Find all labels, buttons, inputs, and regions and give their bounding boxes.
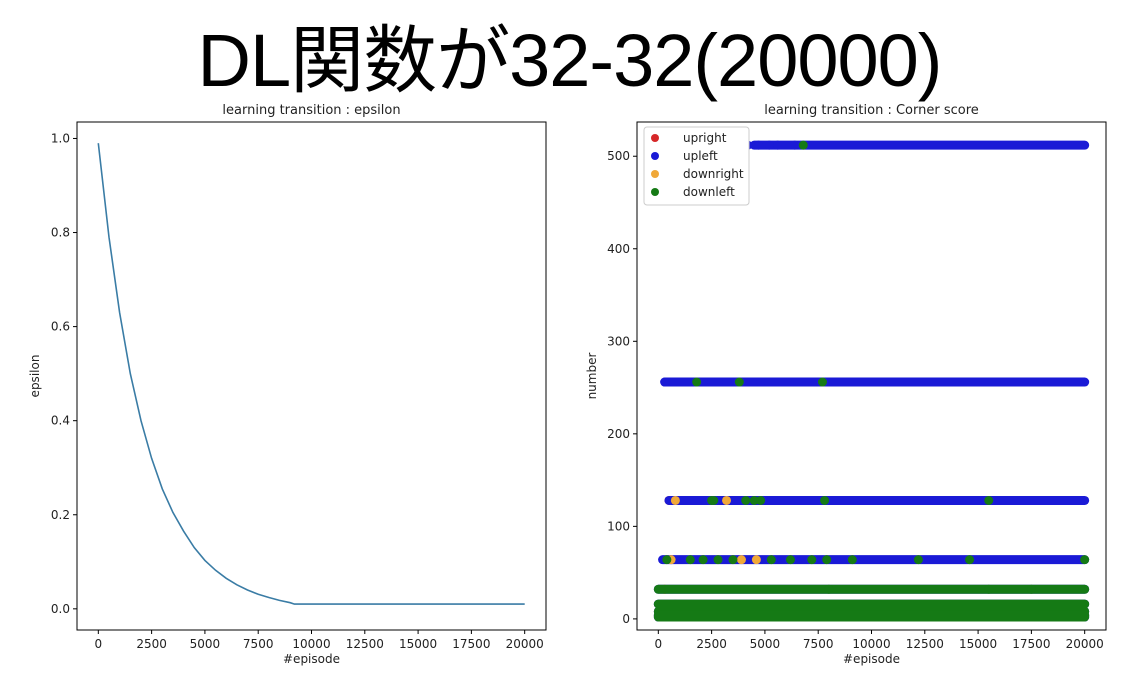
scatter-point-downleft xyxy=(713,555,723,565)
scatter-point-upleft xyxy=(707,377,717,387)
scatter-point-upleft xyxy=(745,377,755,387)
scatter-point-upleft xyxy=(756,377,766,387)
x-tick-label: 12500 xyxy=(906,637,944,651)
x-tick-label: 20000 xyxy=(506,637,544,651)
x-tick-label: 7500 xyxy=(243,637,274,651)
x-tick-label: 12500 xyxy=(346,637,384,651)
y-tick-label: 300 xyxy=(607,334,630,348)
scatter-point-upleft xyxy=(668,377,678,387)
scatter-point-downleft xyxy=(820,495,830,505)
y-axis-label: number xyxy=(585,353,599,400)
scatter-point-downleft xyxy=(692,377,702,387)
x-tick-label: 10000 xyxy=(292,637,330,651)
legend-label-downright: downright xyxy=(683,167,744,181)
scatter-point-downleft xyxy=(709,495,719,505)
plot-area xyxy=(97,143,525,605)
legend-marker-downleft xyxy=(651,188,659,196)
legend-label-upleft: upleft xyxy=(683,149,718,163)
x-tick-label: 15000 xyxy=(399,637,437,651)
scatter-point-downleft xyxy=(807,555,817,565)
y-tick-label: 0.0 xyxy=(51,602,70,616)
x-axis-label: #episode xyxy=(283,652,340,666)
corner-score-chart: learning transition : Corner score 0 2500 5… xyxy=(585,103,1107,666)
epsilon-chart: learning transition : epsilon 0 2500 5000 75… xyxy=(28,103,547,666)
chart-title: learning transition : epsilon xyxy=(222,103,400,118)
scatter-point-downleft xyxy=(984,584,994,594)
x-tick-label: 20000 xyxy=(1066,637,1104,651)
x-tick-label: 2500 xyxy=(136,637,167,651)
scatter-point-downleft xyxy=(766,555,776,565)
scatter-point-downright xyxy=(736,555,746,565)
scatter-point-downleft xyxy=(1026,584,1036,594)
scatter-point-downleft xyxy=(685,555,695,565)
scatter-point-upleft xyxy=(764,140,774,150)
x-axis-label: #episode xyxy=(843,652,900,666)
x-tick-label: 15000 xyxy=(959,637,997,651)
scatter-point-upleft xyxy=(754,140,764,150)
scatter-point-downleft xyxy=(728,555,738,565)
scatter-point-downright xyxy=(722,495,732,505)
scatter-point-downleft xyxy=(984,495,994,505)
scatter-point-downleft xyxy=(698,555,708,565)
x-tick-label: 17500 xyxy=(1012,637,1050,651)
y-tick-label: 100 xyxy=(607,519,630,533)
legend-marker-downright xyxy=(651,170,659,178)
x-tick-label: 17500 xyxy=(452,637,490,651)
scatter-point-downleft xyxy=(1080,555,1090,565)
scatter-point-downleft xyxy=(965,555,975,565)
legend-label-upright: upright xyxy=(683,131,727,145)
scatter-point-downleft xyxy=(913,555,923,565)
scatter-point-downleft xyxy=(662,555,672,565)
y-tick-label: 1.0 xyxy=(51,131,70,145)
x-tick-label: 2500 xyxy=(696,637,727,651)
plot-area xyxy=(653,140,1090,622)
y-tick-label: 0.8 xyxy=(51,226,70,240)
series-line xyxy=(97,143,525,605)
scatter-point-downleft xyxy=(785,555,795,565)
scatter-point-downleft xyxy=(822,555,832,565)
y-tick-label: 400 xyxy=(607,242,630,256)
chart-title: learning transition : Corner score xyxy=(764,103,979,118)
x-tick-label: 7500 xyxy=(803,637,834,651)
plot-frame xyxy=(76,121,547,631)
y-tick-label: 0.2 xyxy=(51,508,70,522)
legend-marker-upright xyxy=(651,134,659,142)
y-tick-label: 200 xyxy=(607,427,630,441)
scatter-point-downleft xyxy=(798,140,808,150)
y-tick-label: 0 xyxy=(622,612,630,626)
scatter-point-downright xyxy=(670,495,680,505)
scatter-point-upleft xyxy=(773,140,783,150)
y-tick-label: 500 xyxy=(607,149,630,163)
scatter-point-downleft xyxy=(824,584,834,594)
x-tick-label: 0 xyxy=(94,637,102,651)
scatter-point-downleft xyxy=(734,377,744,387)
x-tick-label: 10000 xyxy=(852,637,890,651)
x-tick-label: 5000 xyxy=(750,637,781,651)
slide-title: DL関数が32-32(20000) xyxy=(197,19,943,102)
scatter-point-upleft xyxy=(790,140,800,150)
scatter-point-downleft xyxy=(817,377,827,387)
scatter-point-downleft xyxy=(741,495,751,505)
x-tick-label: 0 xyxy=(654,637,662,651)
x-tick-label: 5000 xyxy=(190,637,221,651)
legend-label-downleft: downleft xyxy=(683,185,735,199)
y-axis-label: epsilon xyxy=(28,355,42,398)
scatter-point-upleft xyxy=(722,377,732,387)
scatter-point-downleft xyxy=(847,555,857,565)
legend: upright upleft downright downleft xyxy=(643,126,750,206)
scatter-point-downright xyxy=(751,555,761,565)
scatter-point-upleft xyxy=(660,377,670,387)
legend-marker-upleft xyxy=(651,152,659,160)
y-tick-label: 0.4 xyxy=(51,414,70,428)
legend-box xyxy=(643,126,750,206)
scatter-point-downleft xyxy=(749,495,759,505)
scatter-point-downleft xyxy=(756,495,766,505)
y-tick-label: 0.6 xyxy=(51,320,70,334)
